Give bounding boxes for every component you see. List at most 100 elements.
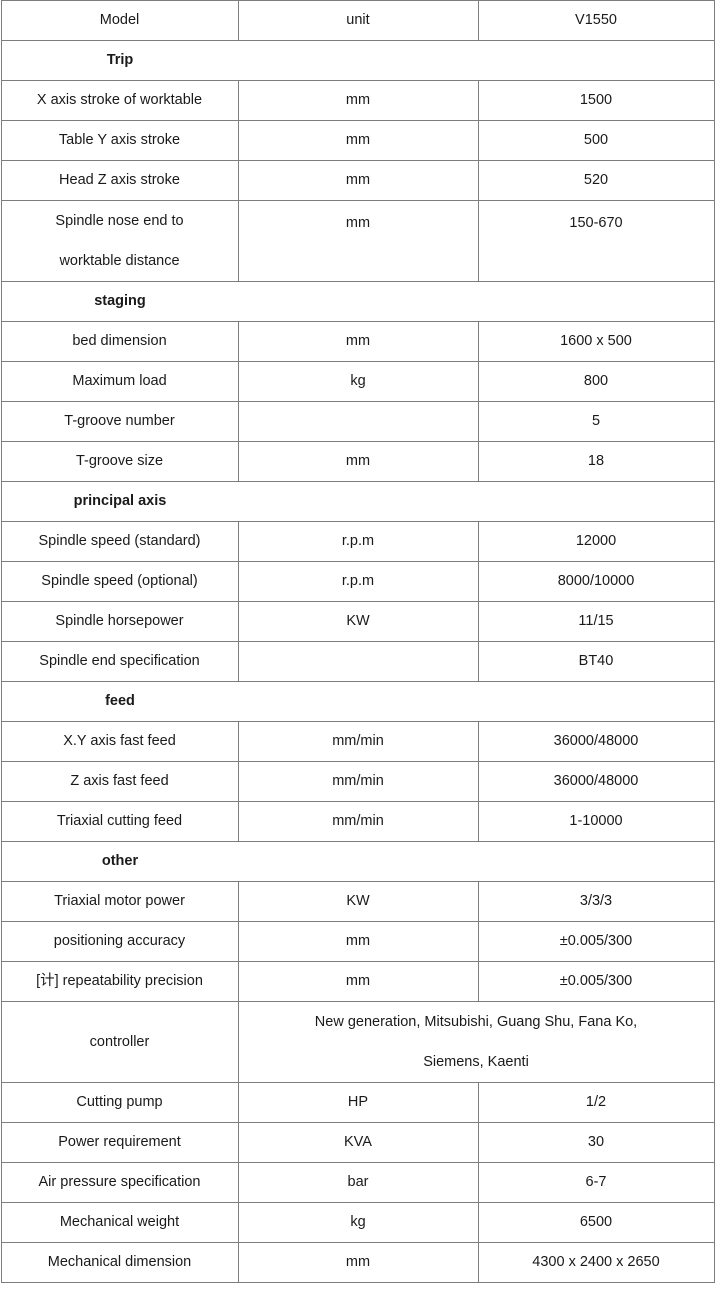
section-header-cell: other: [0, 841, 715, 882]
spec-name-cell: Maximum load: [0, 361, 239, 402]
table-row: T-groove size mm 18: [0, 441, 715, 482]
table-row: Head Z axis stroke mm 520: [0, 160, 715, 201]
spec-value-cell: 8000/10000: [477, 561, 715, 602]
section-header-label: Trip: [106, 52, 134, 69]
table-row: Mechanical dimension mm 4300 x 2400 x 2650: [0, 1242, 715, 1283]
section-header-cell: staging: [0, 281, 715, 322]
spec-name-cell: Spindle speed (optional): [0, 561, 239, 602]
spec-value-cell: 3/3/3: [477, 881, 715, 922]
spec-unit-cell: mm: [237, 200, 479, 282]
spec-unit-cell: mm/min: [237, 801, 479, 842]
spec-value-cell: 800: [477, 361, 715, 402]
spec-value-cell: 6500: [477, 1202, 715, 1243]
spec-value-cell: BT40: [477, 641, 715, 682]
spec-unit-cell: HP: [237, 1082, 479, 1123]
section-header-label: feed: [105, 693, 135, 710]
table-row: Maximum load kg 800: [0, 361, 715, 402]
table-row: Z axis fast feed mm/min 36000/48000: [0, 761, 715, 802]
spec-value-cell: 1600 x 500: [477, 321, 715, 362]
spec-value-cell: 1/2: [477, 1082, 715, 1123]
spec-name-cell: Mechanical dimension: [0, 1242, 239, 1283]
spec-name-cell: X.Y axis fast feed: [0, 721, 239, 762]
section-header-row: feed: [0, 681, 715, 722]
spec-value-cell: ±0.005/300: [477, 921, 715, 962]
spec-name-cell: Mechanical weight: [0, 1202, 239, 1243]
spec-unit-cell: r.p.m: [237, 521, 479, 562]
spec-value-cell: 150-670: [477, 200, 715, 282]
spec-value-cell: 520: [477, 160, 715, 201]
spec-unit-cell: mm: [237, 321, 479, 362]
spec-name-cell: X axis stroke of worktable: [0, 80, 239, 121]
spec-unit-cell: mm: [237, 120, 479, 161]
spec-value-cell: 5: [477, 401, 715, 442]
spec-value-cell: 1-10000: [477, 801, 715, 842]
spec-name-cell: Triaxial cutting feed: [0, 801, 239, 842]
spec-unit-cell: mm: [237, 961, 479, 1002]
table-row: bed dimension mm 1600 x 500: [0, 321, 715, 362]
table-row: Spindle nose end to worktable distance mm 1…: [0, 200, 715, 282]
spec-value-cell: 6-7: [477, 1162, 715, 1203]
section-header-row: principal axis: [0, 481, 715, 522]
spec-name-cell: Triaxial motor power: [0, 881, 239, 922]
spec-unit-cell: mm: [237, 1242, 479, 1283]
table-row: Spindle horsepower KW 11/15: [0, 601, 715, 642]
table-row: Mechanical weight kg 6500: [0, 1202, 715, 1243]
spec-value-cell: New generation, Mitsubishi, Guang Shu, F…: [237, 1001, 715, 1083]
spec-name-cell: [计] repeatability precision: [0, 961, 239, 1002]
spec-name-cell: positioning accuracy: [0, 921, 239, 962]
spec-value-line: New generation, Mitsubishi, Guang Shu, F…: [314, 1014, 638, 1030]
spec-name-cell: Spindle end specification: [0, 641, 239, 682]
spec-value-cell: 36000/48000: [477, 721, 715, 762]
spec-name-cell: bed dimension: [0, 321, 239, 362]
spec-unit-cell: [237, 401, 479, 442]
table-row: Triaxial motor power KW 3/3/3: [0, 881, 715, 922]
spec-unit-cell: KW: [237, 881, 479, 922]
spec-name-cell: Table Y axis stroke: [0, 120, 239, 161]
table-row: X.Y axis fast feed mm/min 36000/48000: [0, 721, 715, 762]
section-header-row: other: [0, 841, 715, 882]
spec-unit-cell: KW: [237, 601, 479, 642]
spec-unit-cell: mm: [237, 921, 479, 962]
spec-value-cell: 4300 x 2400 x 2650: [477, 1242, 715, 1283]
spec-name-line: Spindle nose end to: [55, 213, 184, 229]
table-row: positioning accuracy mm ±0.005/300: [0, 921, 715, 962]
section-header-label: staging: [94, 293, 146, 310]
spec-unit-cell: kg: [237, 1202, 479, 1243]
spec-unit-cell: mm: [237, 80, 479, 121]
spec-name-cell: Spindle speed (standard): [0, 521, 239, 562]
spec-name-cell: Z axis fast feed: [0, 761, 239, 802]
spec-unit-cell: [237, 641, 479, 682]
table-row: Power requirement KVA 30: [0, 1122, 715, 1163]
section-header-label: principal axis: [73, 493, 167, 510]
column-header-cell: unit: [237, 0, 479, 41]
spec-unit-cell: mm/min: [237, 721, 479, 762]
spec-name-cell: Head Z axis stroke: [0, 160, 239, 201]
table-row: [计] repeatability precision mm ±0.005/300: [0, 961, 715, 1002]
section-header-cell: feed: [0, 681, 715, 722]
column-header-cell: Model: [0, 0, 239, 41]
spec-name-cell: T-groove number: [0, 401, 239, 442]
table-row: Table Y axis stroke mm 500: [0, 120, 715, 161]
table-row: Spindle speed (standard) r.p.m 12000: [0, 521, 715, 562]
table-row: controller New generation, Mitsubishi, Gu…: [0, 1001, 715, 1083]
spec-value-line: Siemens, Kaenti: [423, 1054, 529, 1070]
table-row: Triaxial cutting feed mm/min 1-10000: [0, 801, 715, 842]
spec-value-cell: 18: [477, 441, 715, 482]
column-header-cell: V1550: [477, 0, 715, 41]
section-header-row: staging: [0, 281, 715, 322]
table-row: X axis stroke of worktable mm 1500: [0, 80, 715, 121]
section-header-label: other: [101, 853, 139, 870]
spec-name-cell: T-groove size: [0, 441, 239, 482]
spec-unit-cell: bar: [237, 1162, 479, 1203]
spec-name-cell: Spindle horsepower: [0, 601, 239, 642]
section-header-cell: principal axis: [0, 481, 715, 522]
spec-value-cell: 1500: [477, 80, 715, 121]
spec-unit-cell: mm: [237, 160, 479, 201]
spec-unit-cell: mm: [237, 441, 479, 482]
spec-name-cell: Cutting pump: [0, 1082, 239, 1123]
spec-unit-cell: KVA: [237, 1122, 479, 1163]
spec-name-cell: controller: [0, 1001, 239, 1083]
spec-unit-cell: r.p.m: [237, 561, 479, 602]
